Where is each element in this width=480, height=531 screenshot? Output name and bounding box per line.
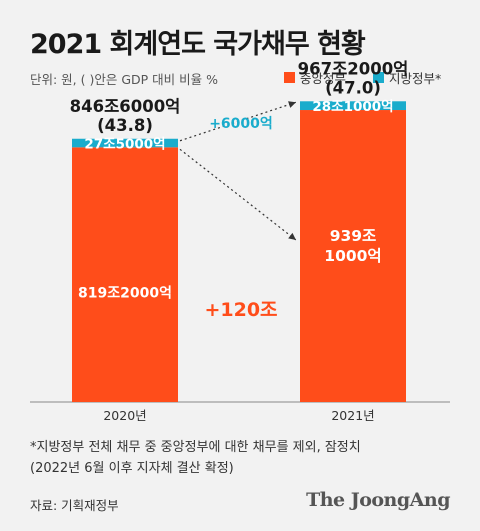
legend-label-central: 중앙정부 xyxy=(300,71,347,86)
total-gdp-ratio-1: (47.0) xyxy=(325,78,381,97)
legend-item-central: 중앙정부 xyxy=(284,68,346,87)
total-value-0: 846조6000억 xyxy=(70,97,181,116)
data-label-local-1: 28조1000억 xyxy=(312,99,393,115)
data-label-central-0: 819조2000억 xyxy=(78,286,172,302)
chart-title: 2021 회계연도 국가채무 현황 xyxy=(30,29,366,60)
brand-logo: The JoongAng xyxy=(306,489,450,511)
source-text: 자료: 기획재정부 xyxy=(30,498,119,513)
data-label-central-1-line-0: 939조 xyxy=(330,227,377,245)
legend-label-local: 지방정부* xyxy=(389,71,442,86)
bar-local-0 xyxy=(72,138,178,148)
bar-central-1 xyxy=(300,110,406,403)
footnote: *지방정부 전체 채무 중 중앙정부에 대한 채무를 제외, 잠정치 (2022… xyxy=(30,437,361,479)
x-tick-label-0: 2020년 xyxy=(103,408,146,423)
data-label-local-0: 27조5000억 xyxy=(84,137,165,153)
bar-central-0 xyxy=(72,147,178,402)
annotation-local-change: +6000억 xyxy=(209,116,273,132)
x-tick-label-1: 2021년 xyxy=(331,408,374,423)
connector-central xyxy=(179,148,297,241)
bar-local-1 xyxy=(300,101,406,111)
legend-item-local: 지방정부* xyxy=(373,68,441,87)
connector-central-head xyxy=(288,232,296,241)
data-label-central-1-line-1: 1000억 xyxy=(324,246,381,265)
total-gdp-ratio-0: (43.8) xyxy=(97,116,153,135)
annotation-central-change: +120조 xyxy=(204,299,277,321)
connector-local-head xyxy=(288,101,296,108)
connector-local xyxy=(179,101,297,142)
unit-note: 단위: 원, ( )안은 GDP 대비 비율 % xyxy=(30,72,218,87)
legend-swatch-local xyxy=(373,72,384,83)
footnote-line-1: *지방정부 전체 채무 중 중앙정부에 대한 채무를 제외, 잠정치 xyxy=(30,440,361,455)
total-value-1: 967조2000억 xyxy=(298,59,409,78)
footnote-line-2: (2022년 6월 이후 지자체 결산 확정) xyxy=(30,461,234,476)
legend-swatch-central xyxy=(284,72,295,83)
